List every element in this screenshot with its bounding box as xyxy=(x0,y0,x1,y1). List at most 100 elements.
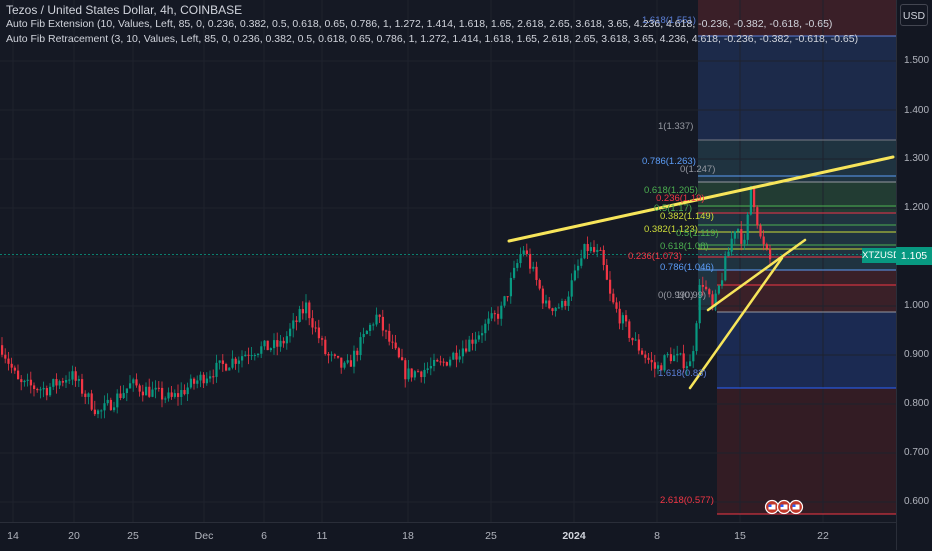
current-price-tag: 1.105 xyxy=(896,247,932,265)
candle-body xyxy=(308,302,311,319)
candle-body xyxy=(394,342,397,349)
flag-icon xyxy=(792,504,796,507)
candle-body xyxy=(113,407,116,411)
candle-body xyxy=(353,350,356,367)
candle-body xyxy=(193,378,196,384)
candle-body xyxy=(695,323,698,352)
candle-body xyxy=(100,410,103,412)
candle-body xyxy=(618,308,621,324)
candle-body xyxy=(317,327,320,339)
candle-body xyxy=(119,393,122,398)
candle-body xyxy=(701,284,704,287)
price-chart[interactable]: 1.618(1.551) 1(1.337) 0.786(1.263)0(1.247)… xyxy=(0,0,896,522)
fib-level-label: 1(0.99) xyxy=(676,290,706,301)
candle-body xyxy=(141,391,144,396)
candle-body xyxy=(753,186,756,208)
flag-icon xyxy=(768,504,776,510)
candle-body xyxy=(321,338,324,340)
indicator-legend-fib-retracement[interactable]: Auto Fib Retracement (3, 10, Values, Lef… xyxy=(6,33,859,45)
candle-body xyxy=(212,376,215,378)
candle-body xyxy=(90,393,93,410)
candle-body xyxy=(378,314,381,317)
candle-body xyxy=(615,302,618,309)
candle-body xyxy=(170,392,173,397)
candle-body xyxy=(596,249,599,252)
flag-icon xyxy=(792,504,800,510)
candle-body xyxy=(410,368,413,378)
candle-body xyxy=(769,248,772,260)
candle-body xyxy=(359,337,362,356)
candle-body xyxy=(567,296,570,306)
time-tick: 14 xyxy=(7,530,19,542)
candle-body xyxy=(449,359,452,366)
time-tick: Dec xyxy=(194,530,214,542)
candle-body xyxy=(388,330,391,342)
candle-body xyxy=(129,383,132,389)
candle-body xyxy=(439,361,442,363)
time-scale[interactable] xyxy=(0,522,896,551)
candle-body xyxy=(759,225,762,237)
candle-body xyxy=(189,378,192,388)
candle-body xyxy=(653,362,656,369)
candle-body xyxy=(554,307,557,312)
candle-body xyxy=(641,350,644,355)
flag-icon xyxy=(788,499,804,515)
candle-body xyxy=(637,339,640,351)
candle-body xyxy=(727,251,730,257)
candle-body xyxy=(205,378,208,384)
candle-body xyxy=(746,214,749,240)
candle-body xyxy=(279,340,282,347)
candle-body xyxy=(740,229,743,244)
candle-body xyxy=(10,363,13,368)
fib-zone xyxy=(717,270,896,312)
candle-body xyxy=(199,374,202,381)
candle-body xyxy=(74,371,77,381)
candle-body xyxy=(116,393,119,408)
candle-body xyxy=(625,315,628,322)
candle-body xyxy=(263,340,266,347)
candle-body xyxy=(599,249,602,251)
symbol-title[interactable]: Tezos / United States Dollar, 4h, COINBA… xyxy=(6,3,243,17)
candle-body xyxy=(145,386,148,396)
trendline-lower xyxy=(688,256,784,390)
chart-area[interactable]: 1.618(1.551) 1(1.337) 0.786(1.263) 0(1.247)… xyxy=(0,0,896,522)
candle-body xyxy=(295,320,298,322)
price-tick: 1.500 xyxy=(904,55,930,66)
candle-body xyxy=(298,309,301,322)
fib-level-label: 0.5(1.17) xyxy=(654,203,692,214)
candle-body xyxy=(583,244,586,259)
candle-body xyxy=(532,266,535,269)
fib-level-label: 1(1.337) xyxy=(658,121,693,132)
candle-body xyxy=(442,361,445,363)
candle-body xyxy=(29,379,32,386)
candle-body xyxy=(164,398,167,400)
candle-body xyxy=(39,389,42,391)
candle-body xyxy=(708,289,711,295)
candle-body xyxy=(65,380,68,383)
candle-body xyxy=(154,387,157,390)
time-tick: 11 xyxy=(316,530,328,542)
currency-button[interactable]: USD xyxy=(900,4,928,26)
indicator-legend-fib-extension[interactable]: Auto Fib Extension (10, Values, Left, 85… xyxy=(6,18,833,30)
candle-body xyxy=(570,280,573,297)
candle-body xyxy=(743,239,746,244)
candle-body xyxy=(516,263,519,268)
candle-body xyxy=(564,300,567,306)
candle-body xyxy=(285,336,288,344)
candle-body xyxy=(644,354,647,358)
candle-body xyxy=(737,229,740,232)
candle-body xyxy=(541,288,544,304)
fib-zone xyxy=(698,36,896,140)
candle-body xyxy=(301,309,304,314)
candle-body xyxy=(762,236,765,245)
candle-body xyxy=(689,361,692,367)
candle-body xyxy=(173,393,176,397)
candle-body xyxy=(202,374,205,384)
candle-body xyxy=(292,320,295,329)
candle-body xyxy=(413,371,416,378)
price-scale[interactable] xyxy=(896,0,932,550)
candle-body xyxy=(273,340,276,349)
candle-body xyxy=(13,367,16,371)
candle-body xyxy=(477,335,480,340)
candle-body xyxy=(474,339,477,344)
